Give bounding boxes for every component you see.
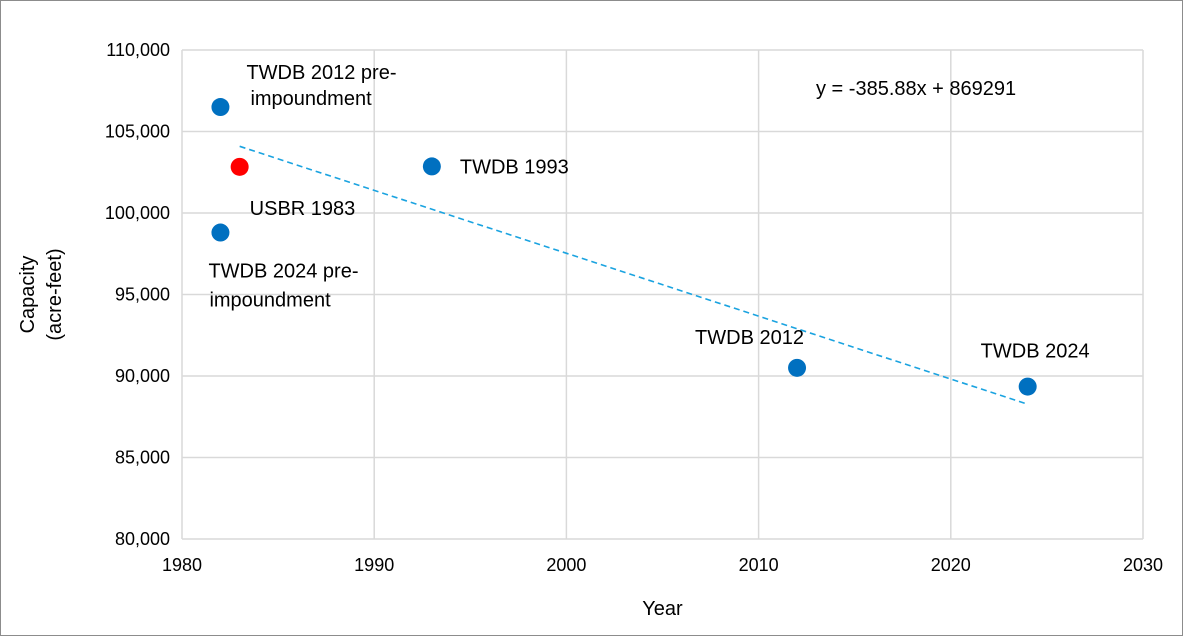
trendline: [239, 145, 1028, 405]
x-tick-label: 2020: [931, 555, 971, 575]
data-labels: TWDB 2012 pre-impoundment USBR 1983 TWDB 2…: [208, 62, 1089, 363]
data-label: TWDB 2024: [981, 341, 1090, 363]
x-tick-label: 2010: [739, 555, 779, 575]
y-tick-label: 90,000: [115, 366, 170, 386]
data-point: [211, 98, 230, 117]
x-axis-ticks: 1980 1990 2000 2010 2020 2030: [162, 555, 1163, 575]
x-tick-label: 1990: [354, 555, 394, 575]
y-axis-title-line: Capacity: [17, 256, 39, 334]
y-tick-label: 85,000: [115, 448, 170, 468]
y-tick-label: 105,000: [105, 122, 170, 142]
data-label: TWDB 1993: [460, 156, 569, 178]
data-point: [1018, 377, 1037, 396]
data-label: TWDB 2012 pre-: [246, 62, 396, 84]
y-tick-label: 95,000: [115, 285, 170, 305]
x-tick-label: 2030: [1123, 555, 1163, 575]
y-axis-title-line: (acre-feet): [44, 248, 66, 340]
data-label: USBR 1983: [250, 198, 356, 220]
x-tick-label: 1980: [162, 555, 202, 575]
y-axis-ticks: 80,000 85,000 90,000 95,000 100,000 105,000 11…: [105, 40, 170, 549]
y-tick-label: 80,000: [115, 529, 170, 549]
trendline-equation: y = -385.88x + 869291: [816, 78, 1016, 100]
x-axis-title: Year: [642, 598, 683, 620]
data-label: TWDB 2024 pre-: [208, 261, 358, 283]
data-label: TWDB 2012: [695, 327, 804, 349]
data-point: [230, 157, 249, 176]
x-tick-label: 2000: [546, 555, 586, 575]
gridlines: [181, 49, 1144, 540]
data-point: [211, 223, 230, 242]
y-tick-label: 110,000: [106, 40, 170, 60]
data-point: [788, 358, 807, 377]
data-label: impoundment: [209, 290, 331, 312]
y-tick-label: 100,000: [105, 203, 170, 223]
data-label: impoundment: [250, 88, 372, 110]
data-point: [422, 157, 441, 176]
data-points: [211, 98, 1037, 396]
y-axis-title: Capacity (acre-feet): [17, 248, 66, 340]
